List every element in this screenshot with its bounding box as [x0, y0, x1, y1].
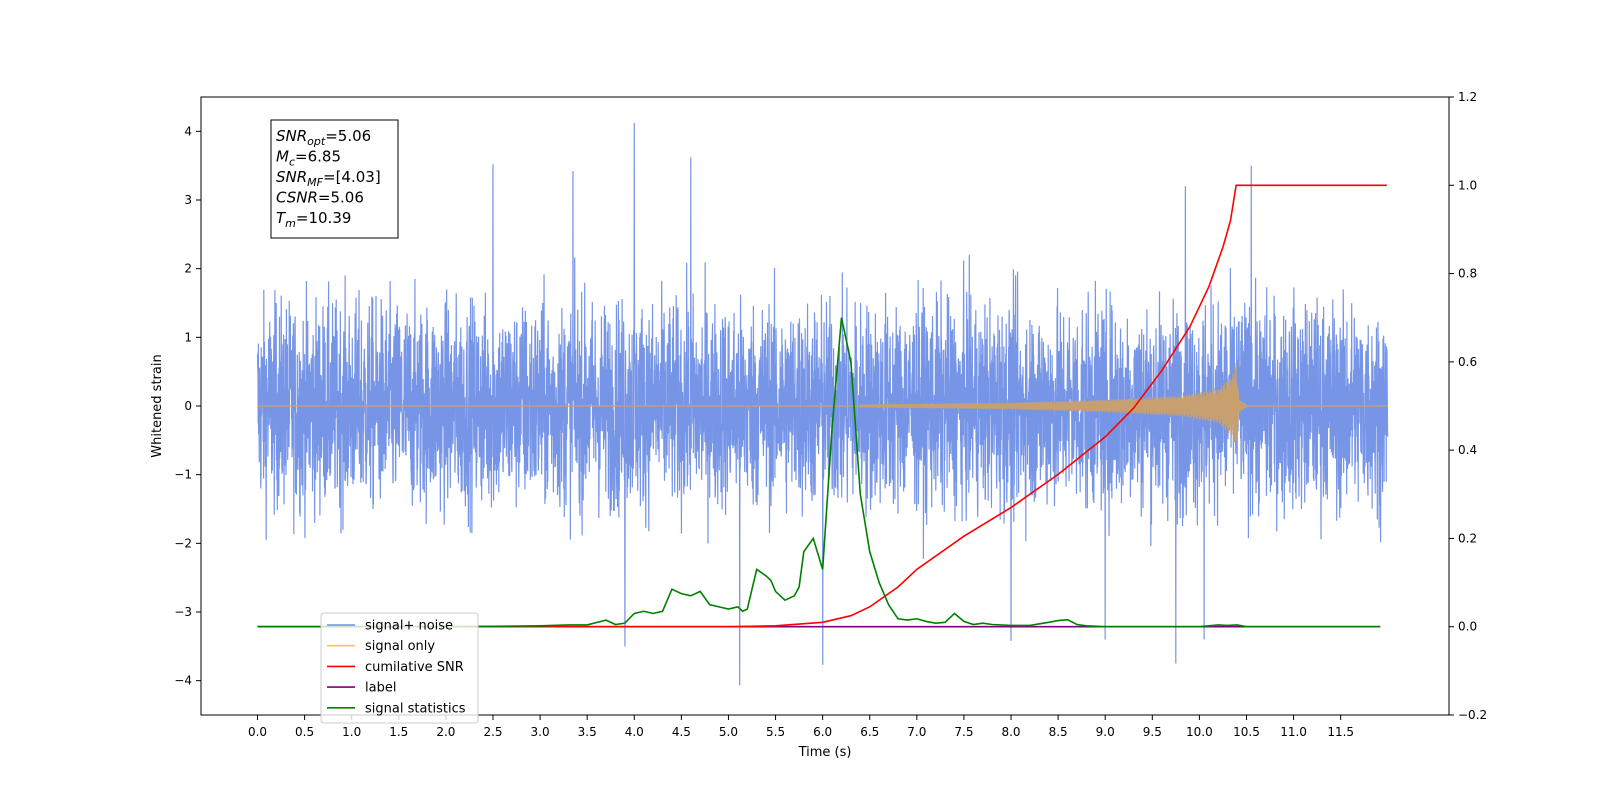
x-tick-label: 10.5	[1233, 725, 1260, 739]
y-tick-label: −3	[174, 605, 192, 619]
x-tick-label: 0.0	[248, 725, 267, 739]
x-tick-label: 0.5	[295, 725, 314, 739]
annotation-sub: c	[289, 156, 295, 169]
y2-tick-label: 0.4	[1458, 443, 1477, 457]
annotation-value: =10.39	[296, 209, 352, 227]
annotation-line: CSNR=5.06	[276, 189, 364, 207]
y2-tick-label: 0.8	[1458, 267, 1477, 281]
annotation-var: T	[276, 209, 287, 227]
y2-tick-label: 1.2	[1458, 90, 1477, 104]
x-tick-label: 6.0	[813, 725, 832, 739]
y-tick-label: −2	[174, 536, 192, 550]
series-cumulative-snr	[257, 184, 1387, 628]
annotation-sub: MF	[307, 176, 323, 189]
y-tick-label: 1	[184, 330, 192, 344]
y-tick-label: 3	[184, 193, 192, 207]
legend-frame	[320, 612, 479, 724]
x-tick-label: 2.5	[483, 725, 502, 739]
legend-label: signal statistics	[365, 701, 466, 716]
y-tick-label: 2	[184, 262, 192, 276]
legend: signal+ noise signal only cumilative SNR la…	[320, 612, 479, 724]
series-signal-only	[257, 363, 1388, 443]
annotation-line: SNRMF=[4.03]	[276, 168, 381, 189]
annotation-value: =5.06	[325, 127, 371, 145]
annotation-var: M	[276, 148, 289, 166]
x-tick-label: 8.0	[1001, 725, 1020, 739]
x-tick-label: 10.0	[1186, 725, 1213, 739]
series-layer	[256, 123, 1389, 686]
y-tick-label: 4	[184, 124, 192, 138]
y-tick-label: −1	[174, 468, 192, 482]
annotation-var: SNR	[276, 168, 307, 186]
annotation-line: SNRopt=5.06	[276, 127, 371, 148]
x-tick-label: 11.5	[1327, 725, 1354, 739]
legend-label: cumilative SNR	[365, 660, 464, 675]
x-tick-label: 4.0	[625, 725, 644, 739]
series-signal-statistics	[257, 317, 1381, 628]
annotation-sub: opt	[307, 135, 326, 148]
x-tick-label: 3.5	[578, 725, 597, 739]
y-tick-label: 0	[184, 399, 192, 413]
x-axis: 0.0 0.5 1.0 1.5 2.0 2.5 3.0 3.5 4.0 4.5 5.0 5.5 6.0 6…	[248, 715, 1354, 739]
y-axis-left: 4 3 2 1 0 −1 −2 −3 −4	[174, 124, 201, 688]
y2-tick-label: 0.6	[1458, 355, 1477, 369]
x-tick-label: 5.0	[719, 725, 738, 739]
annotation-box: SNRopt=5.06Mc=6.85SNRMF=[4.03]CSNR=5.06T…	[270, 119, 399, 239]
x-tick-label: 8.5	[1049, 725, 1068, 739]
series-signal-noise	[256, 123, 1389, 686]
annotation-sub: m	[285, 217, 296, 230]
annotation-line: Tm=10.39	[276, 209, 351, 230]
annotation-frame	[270, 119, 399, 239]
annotation-var: SNR	[276, 127, 307, 145]
x-tick-label: 11.0	[1280, 725, 1307, 739]
x-tick-label: 3.0	[531, 725, 550, 739]
y2-tick-label: 1.0	[1458, 178, 1477, 192]
annotation-value: =[4.03]	[323, 168, 381, 186]
legend-label: signal only	[365, 639, 435, 654]
x-tick-label: 6.5	[860, 725, 879, 739]
y2-tick-label: −0.2	[1458, 708, 1487, 722]
legend-label: label	[365, 681, 396, 696]
x-tick-label: 9.0	[1096, 725, 1115, 739]
y-axis-label: Whitened strain	[150, 354, 165, 457]
y-tick-label: −4	[174, 674, 192, 688]
x-tick-label: 7.5	[954, 725, 973, 739]
y2-tick-label: 0.0	[1458, 620, 1477, 634]
x-tick-label: 5.5	[766, 725, 785, 739]
y-axis-right: 1.2 1.0 0.8 0.6 0.4 0.2 0.0 −0.2	[1449, 90, 1487, 722]
annotation-value: =5.06	[318, 189, 364, 207]
x-tick-label: 1.0	[342, 725, 361, 739]
annotation-var: CSNR	[276, 189, 318, 207]
y2-tick-label: 0.2	[1458, 531, 1477, 545]
annotation-value: =6.85	[295, 148, 341, 166]
x-tick-label: 1.5	[389, 725, 408, 739]
x-tick-label: 9.5	[1143, 725, 1162, 739]
annotation-line: Mc=6.85	[276, 148, 341, 169]
legend-label: signal+ noise	[365, 619, 453, 634]
x-tick-label: 7.0	[907, 725, 926, 739]
x-tick-label: 2.0	[436, 725, 455, 739]
x-axis-label: Time (s)	[798, 745, 852, 760]
x-tick-label: 4.5	[672, 725, 691, 739]
